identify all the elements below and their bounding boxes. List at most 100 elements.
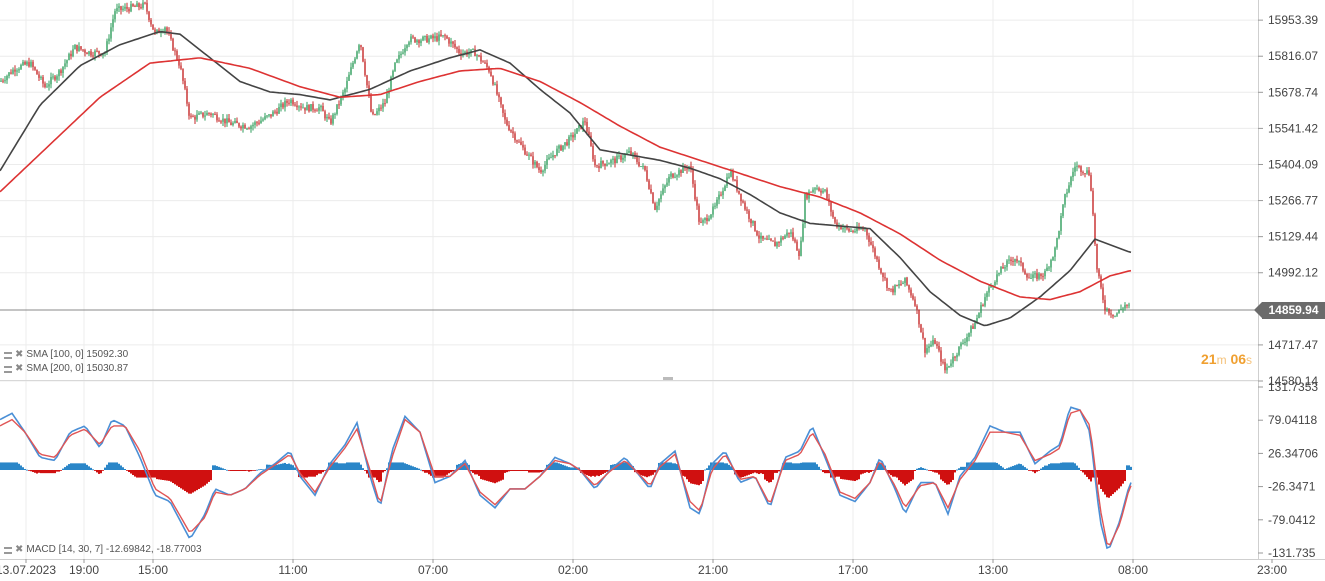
histogram-bar <box>1016 464 1018 471</box>
settings-icon[interactable] <box>4 351 12 359</box>
macd-axis[interactable]: 131.7353 79.04118 26.34706 -26.3471 -79.0412… <box>1258 380 1318 560</box>
candle-body <box>748 210 750 219</box>
candle-body <box>728 176 730 178</box>
histogram-bar <box>420 469 422 471</box>
histogram-bar <box>652 470 654 475</box>
close-icon[interactable]: ✖ <box>15 544 24 555</box>
candle-body <box>1060 215 1062 231</box>
candle-body <box>1000 267 1002 273</box>
histogram-bar <box>1040 468 1042 471</box>
candle-body <box>372 111 374 115</box>
histogram-bar <box>844 470 846 480</box>
histogram-bar <box>942 470 944 482</box>
candle-body <box>126 6 128 9</box>
candle-body <box>1050 260 1052 268</box>
histogram-bar <box>22 467 24 471</box>
legend-sma100[interactable]: ✖ SMA [100, 0] 15092.30 <box>4 349 128 361</box>
histogram-bar <box>238 470 240 472</box>
candle-body <box>990 286 992 288</box>
candle-body <box>578 125 580 129</box>
candle-body <box>174 50 176 52</box>
candle-body <box>534 161 536 165</box>
histogram-bar <box>344 463 346 471</box>
histogram-bar <box>974 462 976 471</box>
histogram-bar <box>84 463 86 471</box>
histogram-bar <box>106 464 108 471</box>
candle-body <box>850 230 852 232</box>
legend-sma200[interactable]: ✖ SMA [200, 0] 15030.87 <box>4 363 128 375</box>
histogram-bar <box>196 470 198 491</box>
histogram-bar <box>610 464 612 471</box>
settings-icon[interactable] <box>4 546 12 554</box>
histogram-bar <box>650 470 652 476</box>
histogram-bar <box>484 470 486 481</box>
histogram-bar <box>202 470 204 487</box>
histogram-bar <box>934 470 936 473</box>
close-icon[interactable]: ✖ <box>15 349 24 360</box>
histogram-bar <box>102 470 104 471</box>
candle-body <box>812 189 814 193</box>
histogram-bar <box>512 470 514 472</box>
histogram-bar <box>946 470 948 485</box>
histogram-bar <box>358 462 360 471</box>
price-axis[interactable]: 15953.39 15816.07 15678.74 15541.42 15404.09… <box>1258 13 1318 388</box>
close-icon[interactable]: ✖ <box>15 363 24 374</box>
histogram-bar <box>894 470 896 477</box>
sma100-line <box>0 30 1132 327</box>
histogram-bar <box>376 470 378 480</box>
candle-body <box>220 121 222 123</box>
candle-body <box>194 116 196 120</box>
candle-body <box>662 188 664 195</box>
candle-body <box>222 118 224 122</box>
histogram-bar <box>340 463 342 471</box>
histogram-bar <box>836 470 838 477</box>
candle-body <box>568 136 570 146</box>
candle-body <box>1022 262 1024 271</box>
histogram-bar <box>962 466 964 471</box>
candle-body <box>1020 261 1022 263</box>
histogram-bar <box>916 468 918 471</box>
histogram-bar <box>14 462 16 471</box>
histogram-bar <box>78 463 80 471</box>
histogram-bar <box>462 462 464 471</box>
candle-body <box>1032 274 1034 278</box>
histogram-bar <box>98 470 100 474</box>
candle-body <box>1054 247 1056 257</box>
histogram-bar <box>108 462 110 471</box>
histogram-bar <box>242 470 244 472</box>
histogram-bar <box>1024 467 1026 471</box>
candle-body <box>132 4 134 7</box>
candle-body <box>434 36 436 39</box>
settings-icon[interactable] <box>4 365 12 373</box>
candle-body <box>1044 270 1046 277</box>
candle-body <box>616 155 618 164</box>
histogram-bar <box>252 470 254 471</box>
candle-body <box>514 133 516 141</box>
candle-body <box>550 157 552 159</box>
histogram-bar <box>74 463 76 471</box>
candle-body <box>668 176 670 183</box>
candle-body <box>802 223 804 241</box>
histogram-bar <box>982 462 984 471</box>
candle-body <box>34 67 36 70</box>
time-axis[interactable]: 13.07.2023 19:00 15:00 11:00 07:00 02:00 21:00… <box>0 559 1287 577</box>
histogram-bar <box>502 470 504 480</box>
histogram-bar <box>540 470 542 473</box>
histogram-bar <box>518 470 520 472</box>
candle-body <box>420 40 422 44</box>
histogram-bar <box>278 464 280 471</box>
histogram-bar <box>816 464 818 471</box>
histogram-bar <box>154 470 156 478</box>
candle-body <box>380 107 382 109</box>
candle-body <box>342 92 344 97</box>
candle-body <box>502 104 504 113</box>
histogram-bar <box>192 470 194 493</box>
legend-macd[interactable]: ✖ MACD [14, 30, 7] -12.69842, -18.77003 <box>4 544 202 556</box>
candle-body <box>1120 309 1122 311</box>
histogram-bar <box>972 462 974 471</box>
candle-body <box>980 305 982 314</box>
histogram-bar <box>1102 470 1104 492</box>
histogram-bar <box>976 462 978 471</box>
panel-resize-handle[interactable] <box>663 377 673 380</box>
